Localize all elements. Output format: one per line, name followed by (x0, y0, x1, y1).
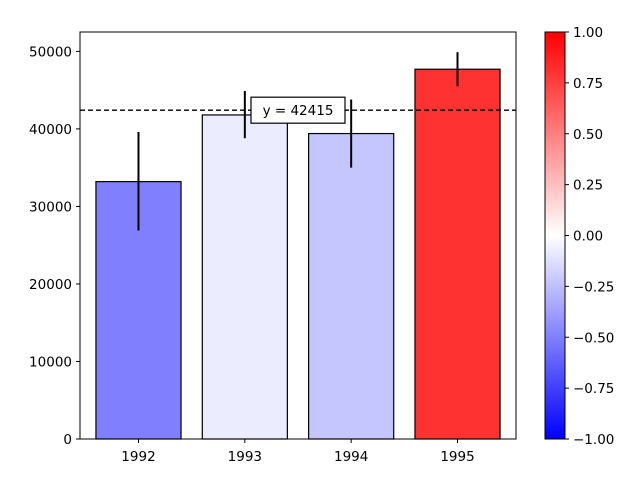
annotation-layer: y = 42415 (250, 96, 346, 124)
y-axis: 0 10000 20000 30000 40000 50000 (29, 44, 80, 448)
x-tick-label: 1995 (440, 449, 474, 465)
y-tick-label: 40000 (29, 122, 72, 138)
y-tick-label: 30000 (29, 199, 72, 215)
colorbar-tick-label: 1.00 (573, 25, 603, 41)
colorbar-tick-label: −0.25 (573, 279, 614, 295)
y-tick-label: 20000 (29, 277, 72, 293)
colorbar-gradient (544, 31, 566, 440)
axes-frame (79, 31, 517, 440)
y-tick-label: 10000 (29, 354, 72, 370)
x-tick-label: 1994 (334, 449, 368, 465)
reference-line-label: y = 42415 (263, 103, 334, 119)
colorbar-tick-label: 0.25 (573, 178, 603, 194)
colorbar-tick-label: −1.00 (573, 432, 614, 448)
bar-1995 (414, 68, 501, 440)
x-axis: 1992 1993 1994 1995 (121, 439, 475, 465)
colorbar-tick-label: −0.75 (573, 381, 614, 397)
error-bars-layer (137, 52, 459, 231)
bars-layer (95, 68, 501, 440)
y-tick-label: 0 (63, 432, 72, 448)
colorbar-tick-label: −0.50 (573, 330, 614, 346)
colorbar: −1.00 −0.75 −0.50 −0.25 0.00 0.25 0.50 0.75 1.00 (544, 25, 614, 448)
y-tick-label: 50000 (29, 44, 72, 60)
colorbar-tick-label: 0.00 (573, 229, 603, 245)
reference-line-label-box (250, 96, 346, 124)
x-tick-label: 1992 (121, 449, 155, 465)
bar-1993 (201, 114, 288, 440)
x-tick-label: 1993 (228, 449, 262, 465)
colorbar-tick-label: 0.50 (573, 127, 603, 143)
colorbar-tick-label: 0.75 (573, 76, 603, 92)
bar-1994 (308, 132, 395, 440)
